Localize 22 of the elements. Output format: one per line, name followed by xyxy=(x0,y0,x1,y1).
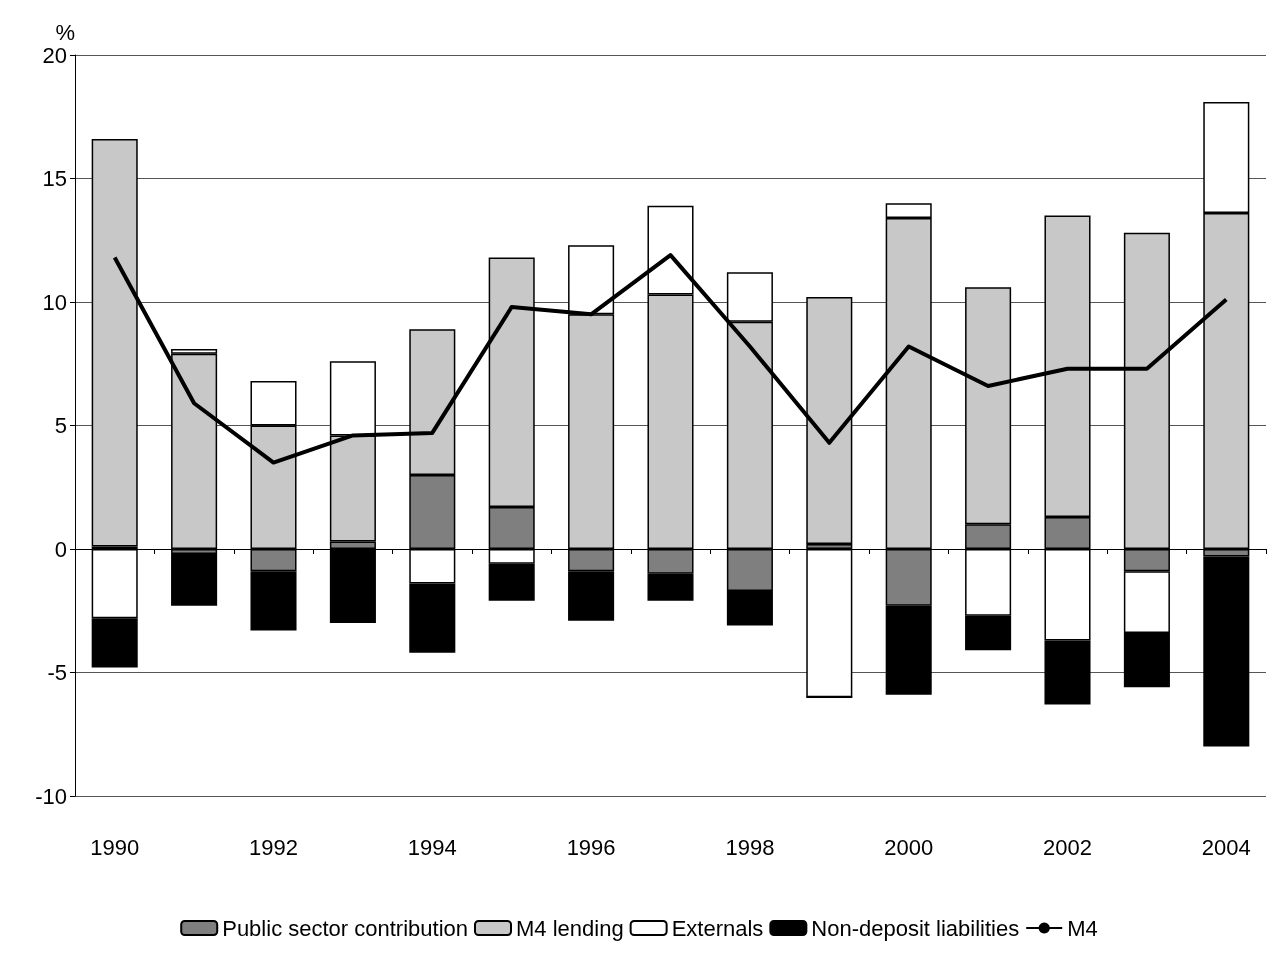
x-tick-label: 1990 xyxy=(90,834,140,860)
x-tick-label: 2004 xyxy=(1201,834,1251,860)
x-tick-label: 1994 xyxy=(407,834,457,860)
legend-label: Externals xyxy=(671,915,764,941)
y-tick-label: 0 xyxy=(54,536,67,562)
legend-label: Public sector contribution xyxy=(222,915,469,941)
y-axis-title: % xyxy=(55,19,75,45)
x-tick-label: 1998 xyxy=(725,834,775,860)
y-tick-label: 5 xyxy=(54,413,67,438)
legend-label: Non-deposit liabilities xyxy=(811,915,1020,941)
x-tick-label: 1992 xyxy=(249,834,298,860)
y-tick-label: 10 xyxy=(42,289,67,315)
x-tick-label: 1996 xyxy=(566,834,616,860)
legend-label: M4 lending xyxy=(516,915,624,941)
y-tick-label: -10 xyxy=(35,783,67,809)
x-tick-label: 2000 xyxy=(884,834,934,860)
x-tick-label: 2002 xyxy=(1043,834,1092,860)
bar xyxy=(171,553,218,606)
y-tick-label: 15 xyxy=(42,166,67,191)
y-tick-label: -5 xyxy=(47,660,67,685)
y-tick-label: 20 xyxy=(42,42,67,68)
legend-label: M4 xyxy=(1067,915,1098,941)
